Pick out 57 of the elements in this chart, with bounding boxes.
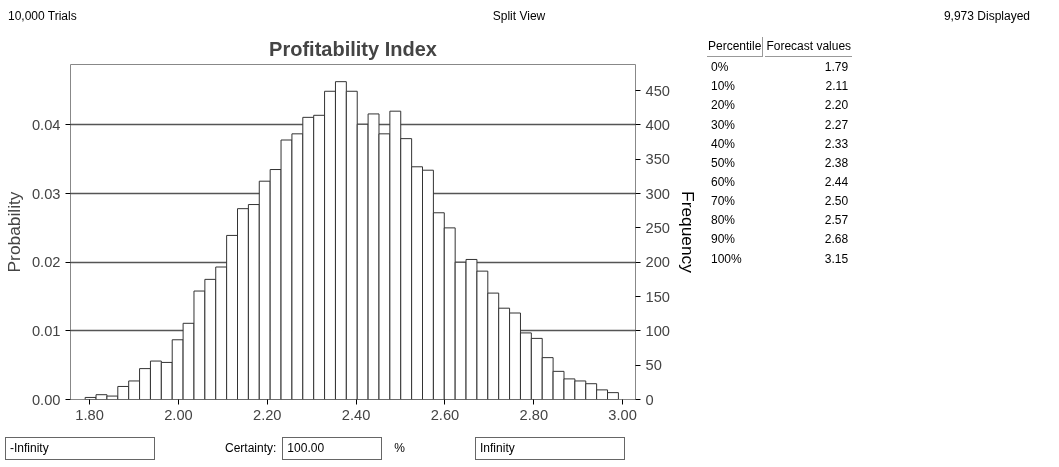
y-tick-label: 0.00 bbox=[31, 391, 61, 408]
text: 10% bbox=[710, 78, 737, 96]
x-tick-label: 3.00 bbox=[608, 406, 637, 423]
text: 3.15 bbox=[823, 250, 850, 268]
text: 2.20 bbox=[823, 97, 850, 115]
text: 2.50 bbox=[823, 193, 850, 211]
y2-tick-label: 100 bbox=[645, 322, 670, 339]
text: 0% bbox=[710, 59, 730, 77]
y2-tick-label: 250 bbox=[645, 219, 670, 236]
text: 100% bbox=[710, 250, 743, 268]
text: Split View bbox=[491, 8, 547, 25]
text: 9,973 Displayed bbox=[942, 8, 1031, 25]
chart-title: Profitability Index bbox=[269, 37, 437, 60]
y-tick-label: 0.04 bbox=[31, 116, 61, 133]
text: 2.38 bbox=[823, 154, 850, 172]
x-tick-label: 2.40 bbox=[341, 406, 371, 423]
text: 2.44 bbox=[823, 174, 850, 191]
text: 2.11 bbox=[824, 78, 850, 96]
text: 40% bbox=[710, 135, 737, 153]
y2-tick-label: 350 bbox=[645, 151, 670, 168]
text: Percentile bbox=[707, 37, 764, 58]
text: 70% bbox=[710, 193, 737, 211]
x-tick-label: 1.80 bbox=[75, 406, 104, 423]
text: 20% bbox=[710, 97, 737, 115]
x-tick-label: 2.80 bbox=[519, 406, 549, 423]
y2-tick-label: 450 bbox=[645, 82, 670, 99]
text: -Infinity bbox=[5, 437, 155, 461]
text: 80% bbox=[710, 212, 737, 230]
text: 2.68 bbox=[823, 231, 850, 249]
text: 10,000 Trials bbox=[7, 8, 78, 25]
text: Certainty: bbox=[225, 441, 277, 455]
text: 2.57 bbox=[823, 212, 850, 230]
x-tick-label: 2.20 bbox=[253, 406, 282, 423]
y-axis-title: Probability bbox=[3, 191, 24, 273]
y-tick-label: 0.02 bbox=[31, 254, 61, 271]
y2-tick-label: 0 bbox=[645, 391, 654, 408]
x-tick-label: 2.00 bbox=[164, 406, 193, 423]
text: 50% bbox=[710, 154, 737, 172]
y-tick-label: 0.03 bbox=[31, 185, 61, 202]
y2-tick-label: 50 bbox=[645, 357, 662, 374]
text: 2.33 bbox=[823, 135, 850, 153]
x-tick-label: 2.60 bbox=[430, 406, 460, 423]
y2-axis-title: Frequency bbox=[677, 191, 698, 274]
text: % bbox=[394, 441, 406, 455]
text: Infinity bbox=[475, 437, 626, 461]
text: 60% bbox=[710, 174, 737, 191]
text: 30% bbox=[710, 116, 737, 134]
y2-tick-label: 300 bbox=[645, 185, 670, 202]
y2-tick-label: 150 bbox=[645, 288, 670, 305]
text: 2.27 bbox=[823, 116, 850, 134]
y2-tick-label: 200 bbox=[645, 254, 670, 271]
text: Forecast values bbox=[765, 37, 853, 58]
y-tick-label: 0.01 bbox=[31, 322, 61, 339]
text: 100.00 bbox=[282, 437, 383, 461]
text: 1.79 bbox=[823, 59, 850, 77]
text: 90% bbox=[710, 231, 737, 249]
y2-tick-label: 400 bbox=[645, 116, 670, 133]
